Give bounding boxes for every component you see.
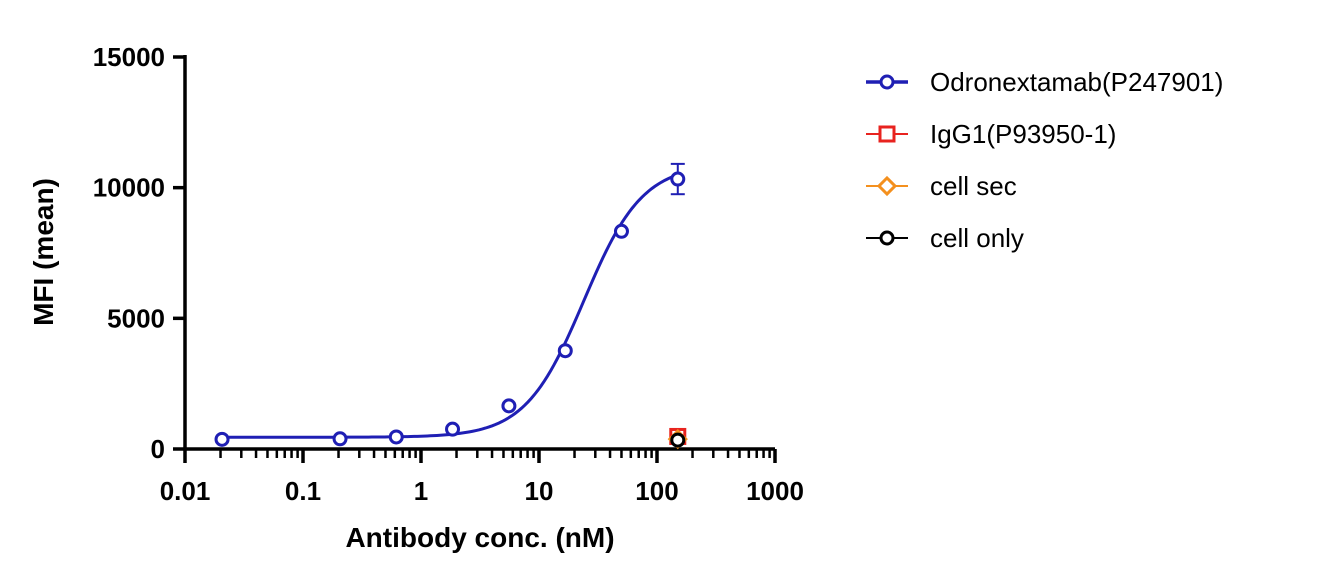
y-tick-label: 10000	[93, 173, 165, 203]
legend-entry: IgG1(P93950-1)	[866, 119, 1116, 149]
data-point	[670, 171, 686, 187]
fit-curve	[222, 173, 679, 439]
x-tick-label: 10	[525, 476, 554, 506]
data-point	[332, 431, 348, 447]
x-tick-label: 0.1	[285, 476, 321, 506]
legend: Odronextamab(P247901) IgG1(P93950-1) cell …	[866, 67, 1223, 253]
x-axis-title: Antibody conc. (nM)	[345, 522, 614, 553]
legend-label: IgG1(P93950-1)	[930, 119, 1116, 149]
x-tick-label: 0.01	[160, 476, 211, 506]
y-axis-title: MFI (mean)	[28, 178, 59, 326]
axes: 0 5000 10000 15000 0.01 0.1 1 10 100 1000	[93, 42, 804, 506]
x-tick-label: 1	[414, 476, 428, 506]
legend-marker	[879, 230, 895, 246]
data-point	[214, 431, 230, 447]
x-tick-label: 1000	[746, 476, 804, 506]
data-point	[670, 432, 686, 448]
legend-label: Odronextamab(P247901)	[930, 67, 1223, 97]
y-tick-label: 15000	[93, 42, 165, 72]
legend-entry: Odronextamab(P247901)	[866, 67, 1223, 97]
legend-entry: cell sec	[866, 171, 1017, 201]
y-tick-label: 0	[151, 434, 165, 464]
legend-entry: cell only	[866, 223, 1024, 253]
data-point	[557, 343, 573, 359]
series-3	[670, 432, 686, 448]
legend-marker	[876, 175, 898, 197]
series-0	[214, 162, 686, 447]
data-point	[388, 429, 404, 445]
legend-marker	[879, 74, 895, 90]
data-point	[501, 398, 517, 414]
legend-label: cell sec	[930, 171, 1017, 201]
y-tick-label: 5000	[107, 303, 165, 333]
legend-label: cell only	[930, 223, 1024, 253]
plot-area	[214, 162, 688, 450]
data-point	[613, 223, 629, 239]
data-point	[445, 421, 461, 437]
x-tick-label: 100	[635, 476, 678, 506]
legend-marker	[878, 125, 896, 143]
